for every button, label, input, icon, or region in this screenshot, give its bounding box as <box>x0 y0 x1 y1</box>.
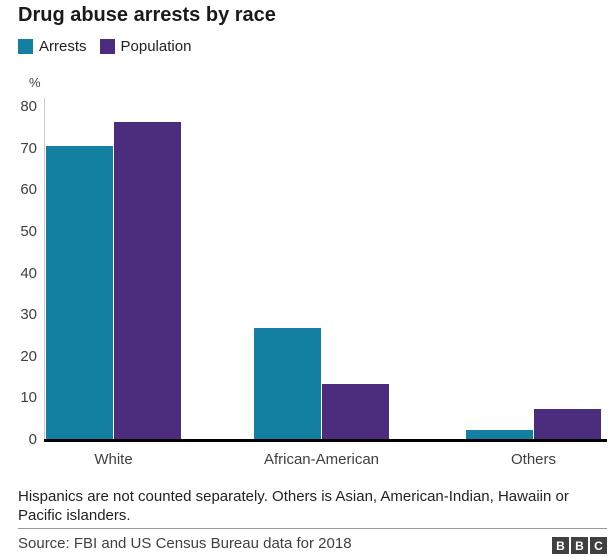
bbc-logo: B B C <box>552 537 607 554</box>
bar-arrests-white <box>46 145 113 440</box>
bar-population-others <box>534 408 601 440</box>
chart-title: Drug abuse arrests by race <box>18 4 276 26</box>
legend-swatch-population <box>99 39 115 54</box>
x-axis-line <box>44 439 607 442</box>
y-axis-tick-70: 70 <box>20 139 37 157</box>
source-row: Source: FBI and US Census Bureau data fo… <box>18 534 607 554</box>
y-axis-tick-0: 0 <box>28 431 37 448</box>
bbc-logo-letter: B <box>552 537 569 554</box>
y-axis-tick-80: 80 <box>20 98 37 115</box>
y-axis-tick-60: 60 <box>20 181 37 199</box>
bar-arrests-african-american <box>254 328 321 440</box>
x-axis-label-others: Others <box>510 451 556 468</box>
bbc-logo-letter: B <box>571 537 588 554</box>
y-axis-tick-30: 30 <box>20 306 37 324</box>
y-axis-tick-10: 10 <box>20 389 37 407</box>
y-axis-unit-label: % <box>29 75 41 90</box>
legend: Arrests Population <box>18 38 191 55</box>
bar-arrests-others <box>466 430 533 440</box>
footnote-line-1: Hispanics are not counted separately. Ot… <box>18 488 569 505</box>
legend-swatch-arrests <box>18 39 33 54</box>
source-text: Source: FBI and US Census Bureau data fo… <box>18 535 352 552</box>
bar-population-african-american <box>322 384 389 440</box>
legend-label-arrests: Arrests <box>39 38 87 55</box>
bar-population-white <box>114 121 181 440</box>
plot-area <box>44 107 607 440</box>
y-axis-line <box>44 98 45 440</box>
footer-divider <box>18 528 607 529</box>
y-axis-tick-20: 20 <box>20 347 37 365</box>
footnote-line-2: Pacific islanders. <box>18 507 131 524</box>
y-axis-tick-50: 50 <box>20 222 37 240</box>
legend-item-arrests: Arrests <box>18 38 87 55</box>
y-axis-tick-40: 40 <box>20 264 37 282</box>
x-axis-label-african-american: African-American <box>263 451 380 468</box>
footnote: Hispanics are not counted separately. Ot… <box>18 487 610 525</box>
legend-label-population: Population <box>120 38 192 55</box>
legend-item-population: Population <box>99 38 192 55</box>
y-axis-tick-labels: 0 10 20 30 40 50 60 70 80 <box>0 0 37 460</box>
x-axis-labels: White African-American Others <box>0 451 615 473</box>
x-axis-label-white: White <box>94 451 133 468</box>
bbc-logo-letter: C <box>590 537 607 554</box>
